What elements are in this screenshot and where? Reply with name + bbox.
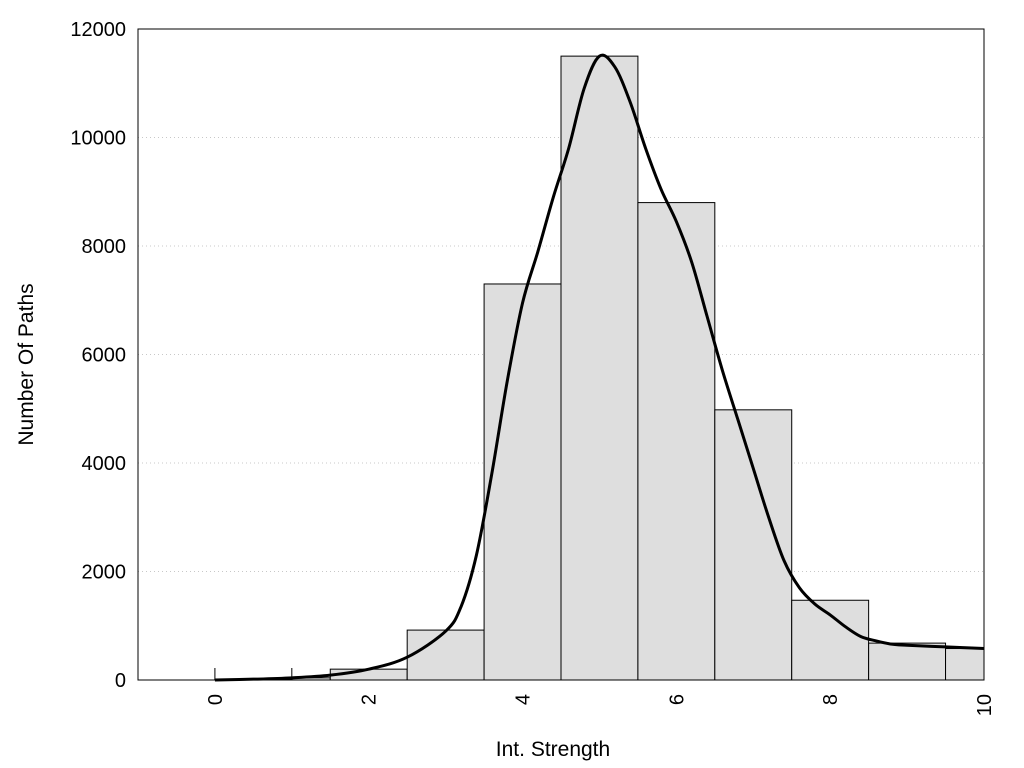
histogram-bar: [945, 648, 985, 681]
histogram-bar: [637, 202, 716, 681]
y-axis-ticks: 0 2000 4000 6000 8000 10000 12000: [70, 19, 126, 692]
x-tick-label: 6: [666, 694, 688, 705]
y-tick-label: 10000: [70, 128, 126, 150]
histogram-bar: [560, 55, 639, 681]
x-axis-ticks: 0 2 4 6 8 10: [205, 694, 996, 716]
histogram-bar: [791, 599, 870, 681]
y-tick-label: 2000: [82, 562, 127, 584]
y-tick-label: 6000: [82, 345, 127, 367]
histogram-bar: [406, 629, 485, 681]
y-tick-label: 8000: [82, 236, 127, 258]
histogram-bar: [714, 409, 793, 681]
plot-frame: [137, 28, 985, 681]
x-tick-label: 10: [974, 694, 996, 716]
histogram-bar: [483, 283, 562, 681]
x-tick-label: 2: [359, 694, 381, 705]
density-curve: [214, 53, 985, 682]
histogram-bar: [868, 642, 947, 681]
gridlines: [138, 137, 984, 572]
x-tick-label: 8: [820, 694, 842, 705]
y-tick-label: 4000: [82, 453, 127, 475]
y-axis-label: Number Of Paths: [15, 283, 38, 445]
x-tick-label: 4: [513, 694, 535, 705]
bars: [214, 55, 985, 681]
x-axis-label: Int. Strength: [496, 738, 610, 761]
x-tick-label: 0: [205, 694, 227, 705]
y-tick-label: 0: [115, 670, 126, 692]
y-tick-label: 12000: [70, 19, 126, 41]
density-curve-line: [214, 53, 985, 682]
